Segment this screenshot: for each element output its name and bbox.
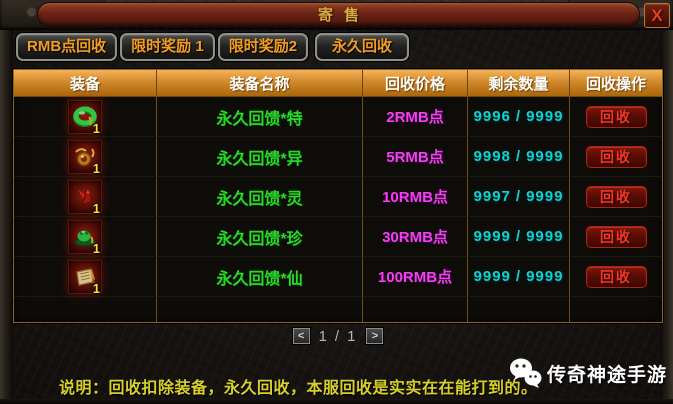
jade-bracelet-icon bbox=[73, 106, 97, 127]
tab-permanent-recycle[interactable]: 永久回收 bbox=[315, 33, 410, 61]
item-slot: 1 bbox=[68, 219, 102, 256]
table-row: 1 永久回馈*珍 30RMB点 9999 / 9999 回收 bbox=[14, 217, 662, 257]
quantity-remaining: 9998 bbox=[473, 148, 511, 165]
item-name: 永久回馈*灵 bbox=[216, 190, 303, 208]
close-button[interactable]: X bbox=[644, 3, 670, 28]
item-quantity: 9996 / 9999 bbox=[474, 108, 564, 125]
wechat-icon bbox=[509, 358, 542, 388]
pagination: < 1 / 1 > bbox=[13, 327, 663, 345]
quantity-separator: / bbox=[515, 228, 522, 245]
item-name: 永久回馈*特 bbox=[216, 110, 303, 128]
item-quantity: 9999 / 9999 bbox=[474, 228, 564, 245]
quantity-separator: / bbox=[515, 148, 522, 165]
item-price: 30RMB点 bbox=[382, 229, 448, 246]
next-page-button[interactable]: > bbox=[366, 328, 384, 344]
page-indicator: 1 / 1 bbox=[319, 328, 358, 345]
tab-bar: RMB点回收 限时奖励 1 限时奖励2 永久回收 bbox=[16, 33, 410, 61]
column-header-equipment: 装备 bbox=[14, 70, 157, 96]
column-header-name: 装备名称 bbox=[157, 70, 363, 96]
item-price: 2RMB点 bbox=[386, 109, 444, 126]
item-price: 5RMB点 bbox=[386, 149, 444, 166]
page-total: 1 bbox=[347, 327, 358, 345]
quantity-remaining: 9999 bbox=[473, 228, 511, 245]
watermark: 传奇神途手游 bbox=[508, 356, 667, 391]
item-price: 100RMB点 bbox=[377, 269, 453, 286]
quantity-total: 9999 bbox=[526, 188, 564, 205]
table-row: 1 永久回馈*仙 100RMB点 9999 / 9999 回收 bbox=[14, 257, 662, 297]
page-title: 寄售 bbox=[317, 7, 370, 24]
frame-left bbox=[0, 0, 13, 404]
recycle-button[interactable]: 回收 bbox=[585, 105, 647, 128]
item-name: 永久回馈*珍 bbox=[216, 230, 303, 248]
table-header: 装备 装备名称 回收价格 剩余数量 回收操作 bbox=[14, 70, 662, 97]
item-slot: 1 bbox=[68, 139, 102, 176]
quantity-total: 9999 bbox=[526, 108, 564, 125]
quantity-remaining: 9999 bbox=[473, 268, 511, 285]
frame-right bbox=[660, 0, 673, 404]
prev-page-button[interactable]: < bbox=[292, 328, 310, 344]
recycle-button[interactable]: 回收 bbox=[585, 145, 647, 168]
item-name: 永久回馈*仙 bbox=[216, 270, 303, 288]
red-phoenix-icon bbox=[78, 189, 92, 204]
tab-limited-reward-2[interactable]: 限时奖励2 bbox=[217, 33, 309, 61]
table-row: 1 永久回馈*灵 10RMB点 9997 / 9999 回收 bbox=[14, 177, 662, 217]
table-row: 1 永久回馈*特 2RMB点 9996 / 9999 回收 bbox=[14, 97, 662, 137]
jade-frog-icon bbox=[74, 230, 96, 246]
item-slot: 1 bbox=[68, 259, 102, 296]
quantity-remaining: 9996 bbox=[473, 108, 511, 125]
tab-limited-reward-1[interactable]: 限时奖励 1 bbox=[120, 33, 215, 61]
item-slot: 1 bbox=[68, 99, 102, 136]
column-header-quantity: 剩余数量 bbox=[468, 70, 570, 96]
watermark-text: 传奇神途手游 bbox=[546, 365, 667, 386]
description-note: 说明：回收扣除装备，永久回收，本服回收是实实在在能打到的。 bbox=[59, 380, 538, 397]
tab-rmb-recycle[interactable]: RMB点回收 bbox=[16, 33, 118, 61]
title-bar: 寄售 bbox=[37, 2, 640, 27]
page-current: 1 bbox=[318, 327, 329, 345]
frame-bottom bbox=[0, 399, 673, 404]
quantity-total: 9999 bbox=[526, 268, 564, 285]
quantity-total: 9999 bbox=[526, 228, 564, 245]
quantity-separator: / bbox=[515, 108, 522, 125]
column-header-action: 回收操作 bbox=[585, 75, 646, 93]
item-price: 10RMB点 bbox=[382, 189, 448, 206]
item-count-badge: 1 bbox=[92, 160, 100, 176]
item-count-badge: 1 bbox=[92, 120, 100, 136]
quantity-separator: / bbox=[515, 188, 522, 205]
item-slot: 1 bbox=[68, 179, 102, 216]
item-quantity: 9997 / 9999 bbox=[474, 188, 564, 205]
item-count-badge: 1 bbox=[92, 200, 100, 216]
table-row: 1 永久回馈*异 5RMB点 9998 / 9999 回收 bbox=[14, 137, 662, 177]
item-quantity: 9999 / 9999 bbox=[474, 268, 564, 285]
item-count-badge: 1 bbox=[92, 280, 100, 296]
recycle-button[interactable]: 回收 bbox=[585, 225, 647, 248]
item-name: 永久回馈*异 bbox=[216, 150, 303, 168]
winged-badge-icon bbox=[75, 147, 95, 166]
column-header-price: 回收价格 bbox=[363, 70, 468, 96]
quantity-remaining: 9997 bbox=[473, 188, 511, 205]
quantity-total: 9999 bbox=[526, 148, 564, 165]
recycle-button[interactable]: 回收 bbox=[585, 265, 647, 288]
table-empty-area bbox=[14, 297, 662, 322]
quantity-separator: / bbox=[515, 268, 522, 285]
item-quantity: 9998 / 9999 bbox=[474, 148, 564, 165]
scroll-quill-icon bbox=[76, 267, 96, 286]
recycle-button[interactable]: 回收 bbox=[585, 185, 647, 208]
page-separator: / bbox=[334, 327, 342, 345]
recycle-table: 装备 装备名称 回收价格 剩余数量 回收操作 1 永久回馈*特 2RMB点 99… bbox=[13, 69, 663, 323]
item-count-badge: 1 bbox=[92, 240, 100, 256]
